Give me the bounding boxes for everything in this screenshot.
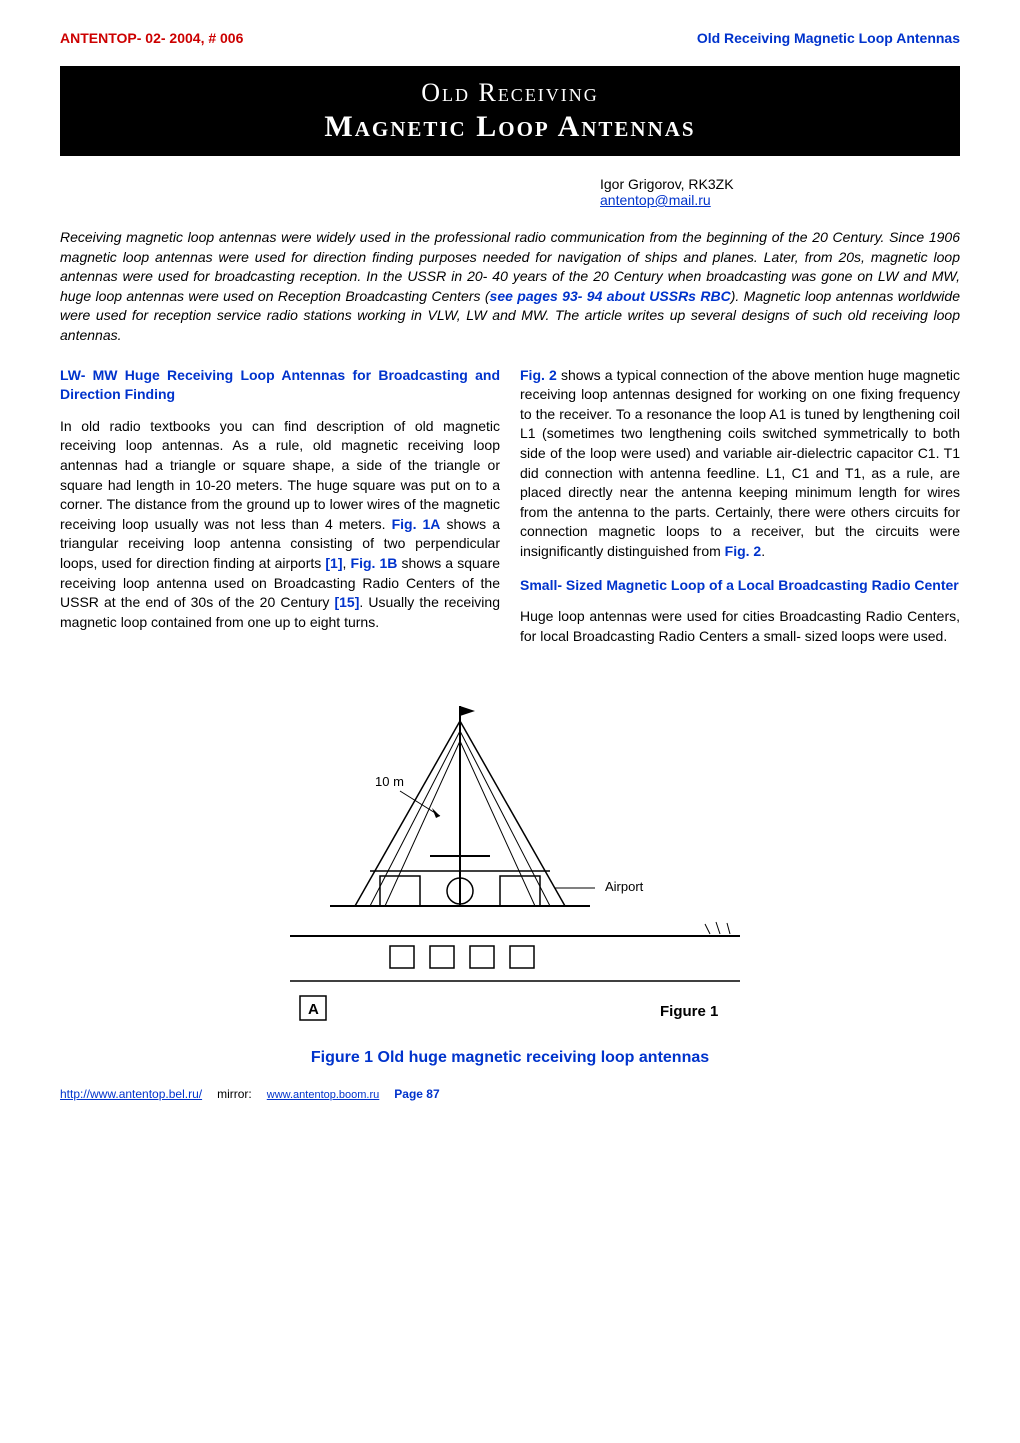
figure-1-caption: Figure 1 Old huge magnetic receiving loo… <box>60 1049 960 1067</box>
page-footer: http://www.antentop.bel.ru/ mirror: www.… <box>60 1087 960 1101</box>
title-line2: Magnetic Loop Antennas <box>60 110 960 144</box>
abstract-paragraph: Receiving magnetic loop antennas were wi… <box>60 228 960 346</box>
title-line1: Old Receiving <box>60 78 960 108</box>
page-header: ANTENTOP- 02- 2004, # 006 Old Receiving … <box>60 30 960 46</box>
left-column: LW- MW Huge Receiving Loop Antennas for … <box>60 366 500 647</box>
title-banner: Old Receiving Magnetic Loop Antennas <box>60 66 960 156</box>
author-block: Igor Grigorov, RK3ZK antentop@mail.ru <box>600 176 960 208</box>
cite-15-ref: [15] <box>334 594 359 610</box>
author-name: Igor Grigorov, RK3ZK <box>600 176 960 192</box>
fig-2-ref-a: Fig. 2 <box>520 367 557 383</box>
footer-link-primary[interactable]: http://www.antentop.bel.ru/ <box>60 1087 202 1101</box>
header-left: ANTENTOP- 02- 2004, # 006 <box>60 30 243 46</box>
section2-paragraph1: Fig. 2 shows a typical connection of the… <box>520 366 960 562</box>
section2-text1b: shows a typical connection of the above … <box>520 367 960 559</box>
fig-1b-ref: Fig. 1B <box>351 555 398 571</box>
section1-heading: LW- MW Huge Receiving Loop Antennas for … <box>60 366 500 405</box>
dimension-label: 10 m <box>375 774 404 789</box>
figure-1-container: 10 m Airport A Figure 1 Figure 1 Old hug… <box>60 676 960 1067</box>
panel-a-label: A <box>308 1001 319 1018</box>
airport-label: Airport <box>605 879 644 894</box>
section2-text1d: . <box>761 543 765 559</box>
abstract-highlight: see pages 93- 94 about USSRs RBC <box>490 288 731 304</box>
right-column: Fig. 2 shows a typical connection of the… <box>520 366 960 647</box>
figure-1-diagram: 10 m Airport A Figure 1 <box>210 676 810 1036</box>
header-right: Old Receiving Magnetic Loop Antennas <box>697 30 960 46</box>
section2-paragraph2: Huge loop antennas were used for cities … <box>520 607 960 646</box>
fig-1a-ref: Fig. 1A <box>392 516 441 532</box>
section1-text1: In old radio textbooks you can find desc… <box>60 418 500 532</box>
cite-1-ref: [1] <box>325 555 342 571</box>
fig-2-ref-b: Fig. 2 <box>725 543 762 559</box>
footer-page-number: Page 87 <box>394 1087 439 1101</box>
figure-1-label: Figure 1 <box>660 1003 718 1020</box>
section1-text3: , <box>343 555 351 571</box>
author-email-link[interactable]: antentop@mail.ru <box>600 192 711 208</box>
footer-mirror-label: mirror: <box>217 1087 252 1101</box>
two-column-layout: LW- MW Huge Receiving Loop Antennas for … <box>60 366 960 647</box>
section2-heading: Small- Sized Magnetic Loop of a Local Br… <box>520 576 960 596</box>
footer-link-mirror[interactable]: www.antentop.boom.ru <box>267 1089 380 1101</box>
section1-paragraph: In old radio textbooks you can find desc… <box>60 417 500 633</box>
